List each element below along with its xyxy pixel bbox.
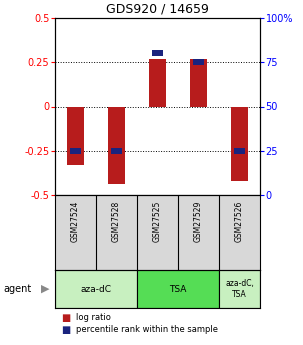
- Bar: [108, 107, 125, 184]
- Bar: [219, 270, 260, 308]
- Bar: [137, 270, 219, 308]
- Text: ■: ■: [61, 325, 70, 335]
- Bar: [111, 148, 122, 154]
- Text: aza-dC,
TSA: aza-dC, TSA: [225, 279, 254, 299]
- Text: percentile rank within the sample: percentile rank within the sample: [76, 325, 218, 335]
- Text: GSM27528: GSM27528: [112, 201, 121, 242]
- Bar: [55, 270, 137, 308]
- Bar: [70, 148, 81, 154]
- Bar: [67, 107, 84, 165]
- Bar: [190, 59, 207, 107]
- Bar: [149, 59, 166, 107]
- Text: aza-dC: aza-dC: [81, 285, 112, 294]
- Text: GSM27529: GSM27529: [194, 201, 203, 243]
- Bar: [231, 107, 248, 181]
- Text: ▶: ▶: [41, 284, 49, 294]
- Text: GSM27525: GSM27525: [153, 201, 162, 243]
- Bar: [193, 59, 204, 65]
- Bar: [152, 50, 163, 57]
- Text: log ratio: log ratio: [76, 314, 111, 323]
- Text: agent: agent: [3, 284, 31, 294]
- Title: GDS920 / 14659: GDS920 / 14659: [106, 2, 209, 16]
- Text: GSM27526: GSM27526: [235, 201, 244, 243]
- Text: ■: ■: [61, 313, 70, 323]
- Text: TSA: TSA: [169, 285, 187, 294]
- Text: GSM27524: GSM27524: [71, 201, 80, 243]
- Bar: [234, 148, 245, 154]
